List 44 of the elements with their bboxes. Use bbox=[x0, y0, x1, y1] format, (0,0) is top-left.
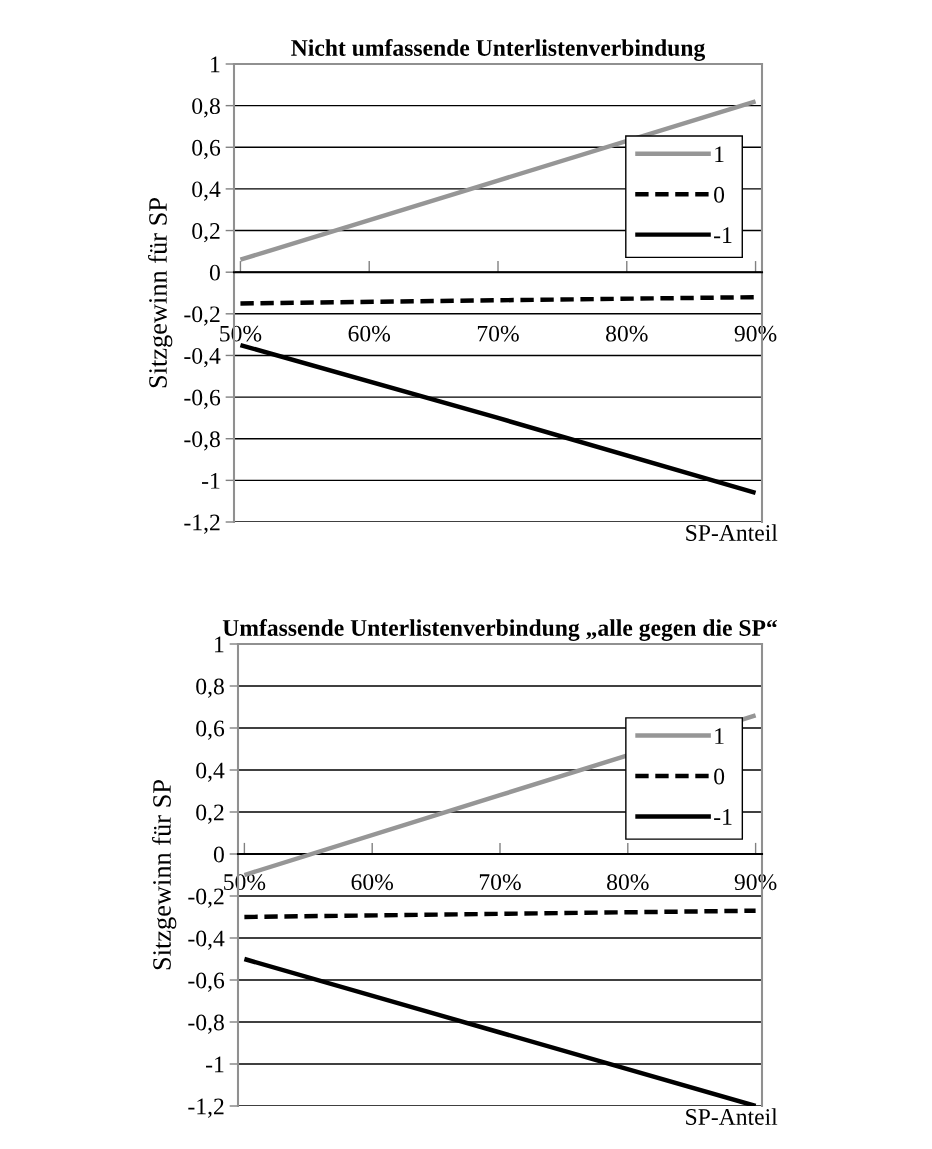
x-tick-label: 70% bbox=[479, 874, 521, 891]
y-tick-label: -0,8 bbox=[188, 1014, 224, 1034]
y-tick-label: -0,6 bbox=[184, 389, 221, 409]
x-axis-title: SP-Anteil bbox=[686, 1108, 778, 1125]
legend-label: 1 bbox=[715, 146, 724, 163]
y-tick-label: 1 bbox=[215, 636, 224, 653]
legend-label: 1 bbox=[715, 728, 724, 744]
y-tick-label: -1,2 bbox=[184, 514, 220, 534]
x-tick-label: 60% bbox=[351, 874, 394, 891]
y-tick-label: 0,6 bbox=[196, 720, 225, 740]
y-tick-label: -0,6 bbox=[188, 972, 225, 992]
x-tick-label: 80% bbox=[607, 874, 649, 891]
chart-title: Nicht umfassende Unterlistenverbindung bbox=[291, 39, 706, 61]
y-axis-title: Sitzgewinn für SP bbox=[148, 198, 173, 388]
x-tick-label: 90% bbox=[734, 874, 777, 891]
legend-label: -1 bbox=[714, 227, 732, 243]
x-tick-label: 70% bbox=[477, 325, 519, 342]
y-tick-label: -1,2 bbox=[188, 1098, 224, 1118]
legend-label: 0 bbox=[714, 186, 725, 203]
y-tick-label: 0,4 bbox=[192, 181, 221, 201]
y-tick-label: -0,2 bbox=[188, 888, 224, 908]
y-tick-label: -0,4 bbox=[184, 347, 221, 368]
y-tick-label: 0,2 bbox=[196, 804, 224, 824]
y-tick-label: -1 bbox=[206, 1056, 224, 1073]
x-tick-label: 90% bbox=[734, 325, 777, 342]
y-axis-title: Sitzgewinn für SP bbox=[152, 780, 177, 970]
y-tick-label: -0,4 bbox=[188, 930, 225, 950]
x-tick-label: 80% bbox=[606, 325, 648, 342]
y-tick-label: 0 bbox=[213, 846, 224, 863]
legend-label: -1 bbox=[714, 809, 732, 825]
y-tick-label: 0 bbox=[209, 264, 220, 281]
y-tick-label: 0,4 bbox=[196, 762, 225, 782]
y-tick-label: -0,8 bbox=[184, 431, 220, 451]
y-tick-label: 0,6 bbox=[192, 139, 221, 160]
y-tick-label: -0,2 bbox=[184, 306, 220, 326]
y-tick-label: -1 bbox=[202, 472, 220, 489]
y-tick-label: 0,2 bbox=[192, 223, 220, 243]
y-tick-label: 1 bbox=[211, 56, 220, 73]
legend-label: 0 bbox=[714, 768, 725, 785]
x-tick-label: 60% bbox=[348, 325, 391, 342]
y-tick-label: 0,8 bbox=[196, 678, 224, 698]
y-tick-label: 0,8 bbox=[192, 98, 220, 118]
chart-title: Umfassende Unterlistenverbindung „alle gegen die SP“ bbox=[222, 619, 777, 641]
x-axis-title: SP-Anteil bbox=[686, 524, 778, 541]
